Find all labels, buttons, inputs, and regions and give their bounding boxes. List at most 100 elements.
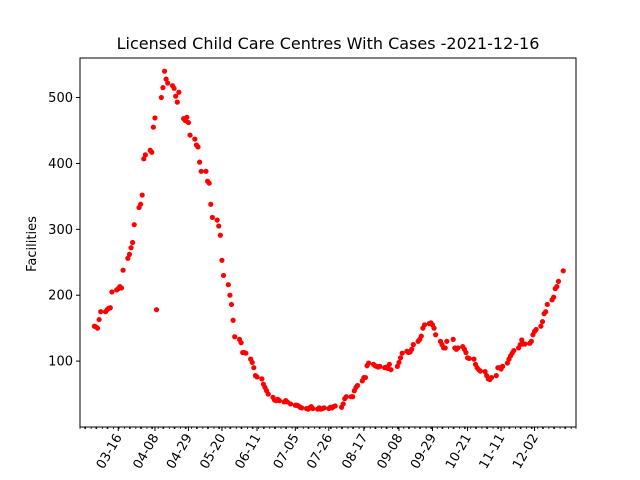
data-point	[238, 340, 244, 346]
data-point	[321, 405, 327, 411]
data-point	[174, 99, 180, 105]
data-point	[125, 255, 131, 261]
data-point	[139, 192, 145, 198]
data-point	[560, 268, 566, 274]
data-point	[243, 350, 249, 356]
y-tick-label: 500	[48, 91, 73, 106]
data-point	[388, 367, 394, 373]
data-point	[160, 85, 166, 91]
data-point	[149, 149, 155, 155]
data-point	[350, 394, 356, 400]
data-point	[463, 349, 469, 356]
data-point	[184, 114, 190, 120]
data-point	[198, 168, 204, 174]
y-axis-label-group: Facilities	[25, 216, 40, 272]
data-point	[482, 369, 488, 375]
chart-title: Licensed Child Care Centres With Cases -…	[117, 34, 540, 53]
data-point	[397, 355, 404, 361]
data-point	[421, 322, 428, 328]
data-point	[493, 373, 499, 379]
data-point	[310, 405, 316, 412]
data-point	[511, 347, 517, 354]
data-point	[386, 361, 393, 368]
data-point	[433, 332, 439, 338]
data-point	[265, 391, 271, 397]
data-point	[276, 398, 282, 404]
data-point	[410, 342, 416, 348]
data-point	[109, 289, 115, 295]
data-point	[171, 85, 177, 91]
y-tick-label: 400	[48, 157, 73, 172]
data-point	[219, 257, 225, 263]
data-point	[209, 214, 215, 221]
data-point	[287, 401, 294, 407]
y-axis-label: Facilities	[25, 216, 40, 272]
data-point	[158, 94, 164, 101]
data-point	[232, 334, 238, 340]
data-point	[176, 89, 182, 95]
data-point	[227, 292, 233, 298]
data-point	[94, 325, 101, 331]
data-point	[377, 363, 383, 369]
data-point	[214, 217, 220, 223]
data-point	[477, 368, 483, 374]
data-point	[195, 144, 201, 150]
y-tick-label: 200	[48, 289, 73, 304]
data-point	[555, 278, 562, 284]
data-point	[340, 401, 346, 407]
data-point	[130, 239, 136, 246]
data-point	[343, 394, 349, 400]
data-point	[107, 305, 113, 311]
data-point	[431, 325, 437, 331]
data-point	[220, 272, 227, 279]
data-point	[394, 363, 400, 369]
data-point	[141, 156, 147, 162]
data-point	[528, 338, 534, 344]
data-point	[259, 376, 265, 382]
data-point	[203, 168, 209, 174]
data-point	[504, 360, 511, 366]
data-point	[488, 374, 495, 381]
data-point	[366, 360, 372, 366]
data-points	[91, 68, 566, 412]
data-point	[192, 136, 198, 142]
data-point	[544, 301, 550, 308]
data-point	[466, 355, 472, 362]
data-point	[217, 232, 223, 238]
data-point	[150, 124, 156, 130]
data-point	[444, 338, 450, 344]
plot-frame	[79, 57, 577, 428]
data-point	[187, 132, 193, 138]
data-point	[120, 267, 126, 273]
data-point	[128, 245, 134, 251]
data-point	[455, 345, 461, 351]
data-point	[539, 318, 546, 325]
data-point	[138, 201, 144, 207]
data-point	[225, 282, 231, 288]
data-point	[418, 333, 424, 339]
y-tick-label: 300	[48, 223, 73, 238]
data-point	[551, 294, 557, 300]
data-point	[362, 374, 369, 381]
data-point	[396, 359, 402, 366]
data-point	[500, 363, 506, 369]
data-point	[216, 223, 222, 229]
data-point	[251, 365, 257, 371]
data-point	[185, 119, 192, 126]
data-point	[471, 356, 477, 362]
data-point	[126, 251, 133, 257]
data-point	[163, 76, 169, 82]
data-point	[152, 115, 158, 121]
data-point	[399, 350, 405, 356]
data-point	[522, 341, 528, 347]
data-point	[165, 80, 171, 86]
data-point	[442, 345, 448, 351]
data-point	[554, 284, 560, 290]
data-point	[161, 68, 168, 74]
y-tick-label: 100	[48, 355, 73, 370]
data-point	[538, 323, 544, 329]
data-point	[254, 374, 260, 380]
data-point	[450, 336, 456, 342]
data-point	[153, 307, 160, 313]
data-point	[206, 180, 212, 186]
